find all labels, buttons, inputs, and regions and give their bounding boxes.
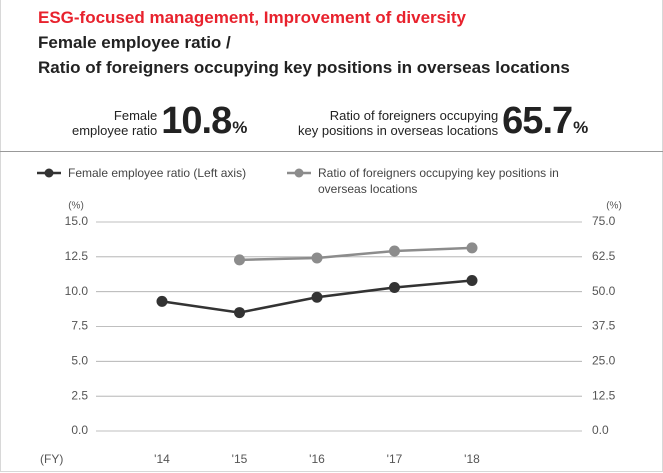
y2-tick-label: 75.0	[592, 214, 616, 228]
kpi-label-line: Ratio of foreigners occupying	[329, 108, 499, 123]
kpi-unit: %	[232, 118, 248, 137]
y-tick-label: 12.5	[65, 249, 89, 263]
y2-tick-label: 12.5	[592, 388, 616, 402]
x-tick-label: '17	[387, 452, 403, 466]
y-tick-label: 10.0	[65, 284, 89, 298]
kpi-value: 65.7	[502, 100, 573, 142]
data-point	[234, 254, 245, 266]
subtitle: Ratio of foreigners occupying key positi…	[38, 58, 570, 77]
data-point	[156, 295, 168, 307]
kpi: Ratio of foreigners occupying key positio…	[298, 100, 589, 142]
data-point	[234, 307, 245, 319]
series-line	[239, 246, 473, 262]
y-tick-label: 15.0	[65, 214, 89, 228]
kpi-value: 10.8	[161, 100, 232, 142]
x-tick-label: '16	[309, 452, 325, 466]
y2-axis-unit: (%)	[606, 201, 622, 212]
y2-tick-label: 50.0	[592, 284, 616, 298]
y2-tick-label: 0.0	[592, 423, 609, 437]
legend-swatch	[287, 168, 311, 178]
legend-item: Female employee ratio (Left axis)	[36, 166, 246, 180]
data-point	[311, 291, 323, 303]
kpi-label-line: key positions in overseas locations	[298, 123, 499, 138]
kpi-label-line: employee ratio	[72, 123, 158, 138]
legend-swatch	[37, 168, 61, 178]
x-tick-label: '15	[232, 452, 248, 466]
y2-tick-label: 25.0	[592, 354, 616, 368]
x-tick-label: '18	[464, 452, 480, 466]
legend-label: Female employee ratio (Left axis)	[68, 166, 247, 180]
y-tick-label: 0.0	[71, 423, 88, 437]
kpi-unit: %	[573, 118, 589, 137]
y2-tick-label: 62.5	[592, 249, 616, 263]
subtitle: Female employee ratio /	[38, 33, 231, 52]
kpi-label-line: Female	[113, 108, 158, 123]
kpi-label: Female employee ratio	[72, 108, 157, 138]
y-tick-label: 2.5	[71, 388, 88, 402]
x-tick-label: '14	[154, 452, 170, 466]
data-point	[389, 245, 400, 257]
y-tick-label: 5.0	[71, 354, 88, 368]
data-point	[311, 252, 323, 264]
kpi: Female employee ratio 10.8 %	[72, 100, 248, 142]
separator	[0, 151, 663, 152]
legend-label: Ratio of foreigners occupying key positi…	[318, 166, 559, 196]
y-tick-label: 7.5	[71, 319, 88, 333]
y-axis-unit: (%)	[68, 201, 84, 212]
kpi-label: Ratio of foreigners occupying key positio…	[298, 108, 498, 138]
data-point	[389, 281, 400, 293]
y2-tick-label: 37.5	[592, 319, 616, 333]
x-axis-label: (FY)	[40, 452, 63, 466]
data-point	[466, 275, 478, 287]
legend-item: Ratio of foreigners occupying key positi…	[286, 166, 576, 197]
title: ESG-focused management, Improvement of d…	[38, 8, 466, 27]
data-point	[466, 242, 478, 254]
